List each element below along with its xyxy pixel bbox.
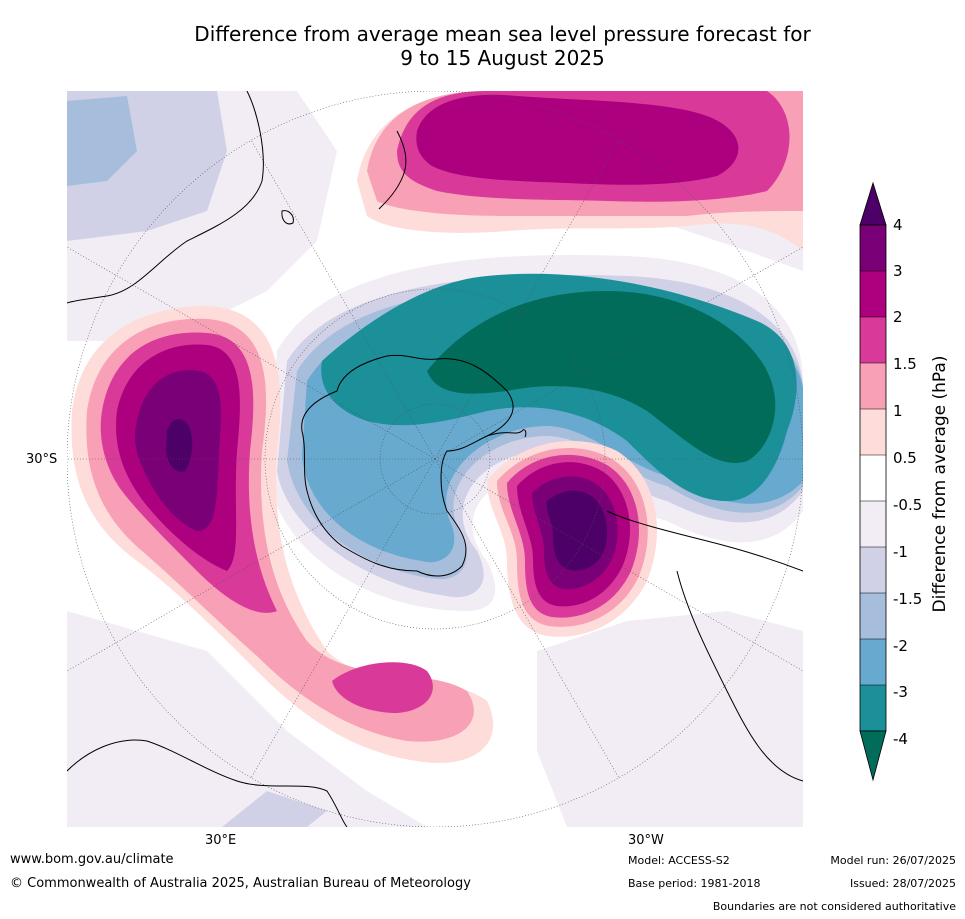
australia-coastline [67, 91, 264, 304]
lon-label-30e: 30°E [205, 833, 237, 848]
lon-label-30w: 30°W [628, 833, 664, 848]
colorbar-band-1 [860, 409, 886, 455]
colorbar-max-extension [859, 181, 887, 226]
colorbar-tick-1: 1 [893, 402, 903, 420]
anomaly-field-minus4 [427, 291, 776, 463]
colorbar-tick-3: 3 [893, 262, 903, 280]
colorbar-band-4 [860, 225, 886, 271]
colorbar-band-neg-1 [860, 547, 886, 593]
base-period: Base period: 1981-2018 [628, 877, 761, 890]
anomaly-high-atlantic [487, 441, 657, 637]
colorbar-band-0-5 [860, 455, 886, 501]
colorbar-tick-neg-1-5: -1.5 [893, 590, 923, 608]
colorbar-band-neg-3 [860, 685, 886, 731]
model-run-date: Model run: 26/07/2025 [830, 854, 956, 867]
antarctic-peninsula-coastline [486, 429, 527, 438]
model-name: Model: ACCESS-S2 [628, 854, 730, 867]
boundaries-disclaimer: Boundaries are not considered authoritat… [712, 900, 956, 913]
colorbar-tick-neg-4: -4 [893, 730, 908, 748]
lat-label-30s: 30°S [26, 452, 58, 467]
colorbar-tick-4: 4 [893, 216, 903, 234]
colorbar-tick-2: 2 [893, 308, 903, 326]
colorbar-tick-neg-3: -3 [893, 683, 908, 701]
colorbar [859, 181, 887, 782]
antarctica-coastline [301, 354, 514, 577]
anomaly-high-tasman [357, 91, 803, 251]
colorbar-tick-1-5: 1.5 [893, 355, 917, 373]
colorbar-tick-neg-1: -1 [893, 543, 908, 561]
issued-date: Issued: 28/07/2025 [849, 877, 956, 890]
tasmania-coastline [281, 210, 294, 225]
africa-coastline [67, 739, 348, 827]
map-title-line1: Difference from average mean sea level p… [194, 22, 811, 46]
colorbar-band-1-5 [860, 363, 886, 409]
colorbar-band-neg-0-5 [860, 501, 886, 547]
colorbar-tick-neg-0-5: -0.5 [893, 496, 923, 514]
south-america-coastline [606, 510, 803, 782]
map-title-line2: 9 to 15 August 2025 [400, 46, 605, 70]
anomaly-high-indian [71, 306, 494, 763]
colorbar-band-neg-2 [860, 639, 886, 685]
colorbar-tick-0-5: 0.5 [893, 449, 917, 467]
coastlines [67, 91, 803, 827]
new-zealand-coastline [378, 130, 407, 210]
colorbar-tick-neg-2: -2 [893, 637, 908, 655]
colorbar-band-neg-1-5 [860, 593, 886, 639]
graticule [67, 91, 803, 827]
colorbar-min-extension [859, 730, 887, 782]
colorbar-title: Difference from average (hPa) [930, 355, 950, 613]
pressure-anomaly-map [67, 91, 803, 827]
colorbar-band-3 [860, 271, 886, 317]
website-link[interactable]: www.bom.gov.au/climate [10, 852, 174, 867]
colorbar-band-2 [860, 317, 886, 363]
copyright-text: © Commonwealth of Australia 2025, Austra… [10, 876, 471, 891]
